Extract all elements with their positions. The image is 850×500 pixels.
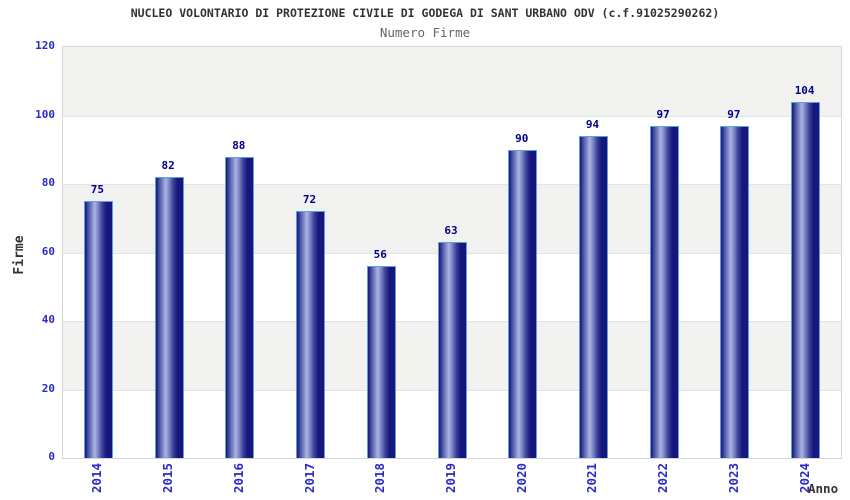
x-tick-label: 2014 [89,462,105,494]
x-tick-label: 2017 [301,462,317,494]
bar [366,266,396,458]
x-tick-label: 2016 [230,462,246,494]
x-tick-label: 2018 [372,462,388,494]
bar [720,125,750,458]
chart-title: NUCLEO VOLONTARIO DI PROTEZIONE CIVILE D… [130,6,720,20]
bar [437,242,467,458]
y-tick-label: 40 [41,313,55,326]
bar-value-label: 72 [302,193,317,207]
plot-area [62,46,842,459]
y-tick-label: 60 [41,244,55,258]
bar [508,149,538,458]
bar [791,101,821,458]
gridline [63,184,841,185]
bar [83,201,113,458]
bar-value-label: 104 [794,83,815,97]
bar-value-label: 63 [444,224,458,238]
gridline [63,115,841,117]
x-axis-label: Anno [808,481,839,496]
x-tick-label: 2021 [584,462,600,494]
bar-value-label: 97 [656,107,670,121]
y-tick-label: 0 [48,450,55,463]
bar-value-label: 82 [161,159,175,173]
y-tick-label: 120 [35,39,55,52]
x-tick-label: 2022 [655,462,671,494]
x-tick-label: 2019 [443,462,458,494]
x-tick-label: 2023 [725,462,741,494]
bar [154,177,184,458]
plot-band [63,47,841,116]
bar-value-label: 97 [727,107,741,121]
bar-value-label: 56 [373,248,387,262]
bar-value-label: 90 [515,131,529,145]
bar-value-label: 88 [232,138,246,152]
bar-value-label: 94 [585,118,600,132]
y-tick-label: 80 [41,176,55,189]
bar-value-label: 75 [90,183,104,197]
bar [225,156,255,458]
chart-subtitle: Numero Firme [379,25,471,40]
bar [296,211,326,458]
x-tick-label: 2020 [513,462,529,494]
plot-band [63,184,841,253]
y-tick-label: 100 [35,107,55,121]
x-tick-label: 2015 [160,462,176,494]
y-tick-label: 20 [41,381,55,395]
bar [649,125,679,458]
bar [578,136,608,458]
